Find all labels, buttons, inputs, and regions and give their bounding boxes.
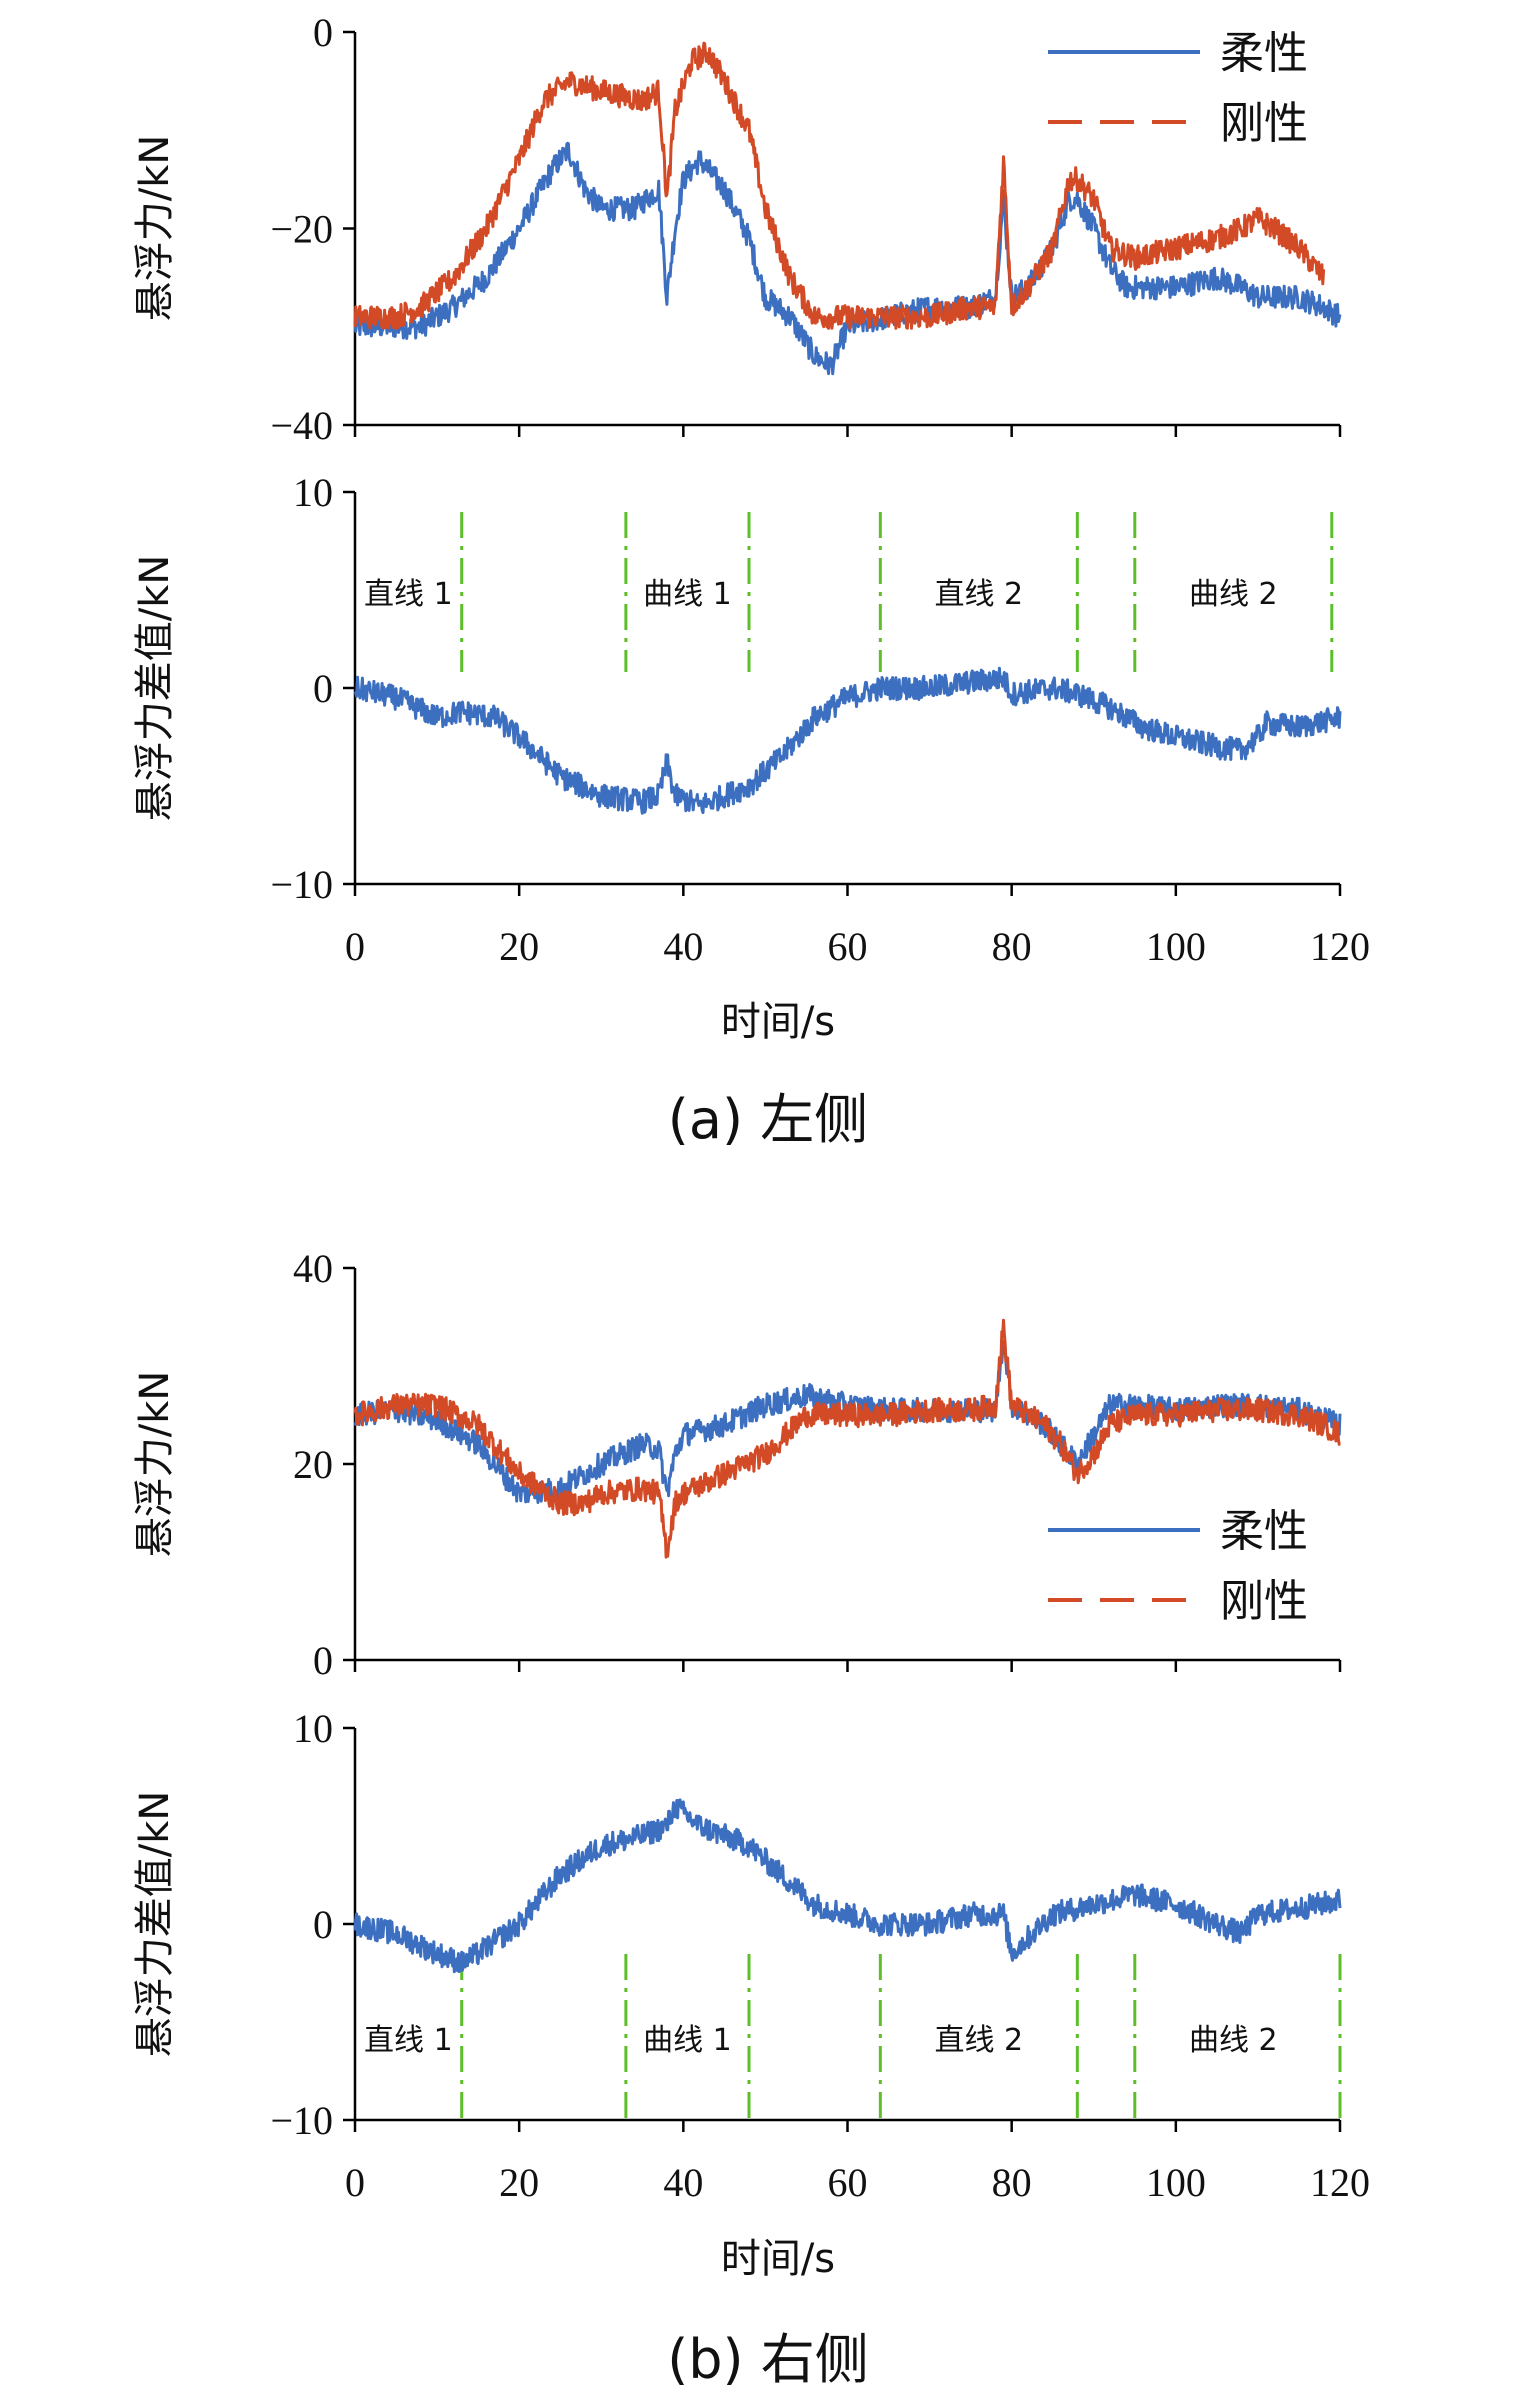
y-tick-label: 10 (293, 470, 333, 515)
y-tick-label: 0 (313, 1902, 333, 1947)
caption-a: (a) 左侧 (668, 1088, 868, 1151)
y-axis-title: 悬浮力/kN (132, 135, 178, 322)
x-tick-label: 60 (828, 2160, 868, 2205)
segment-label: 直线 2 (935, 2023, 1024, 2058)
x-axis-title-b: 时间/s (721, 2236, 835, 2282)
y-tick-label: 0 (313, 10, 333, 55)
legend-entry-label: 刚性 (1220, 1576, 1308, 1627)
x-tick-label: 100 (1146, 924, 1206, 969)
segment-label: 曲线 1 (643, 577, 732, 612)
legend-entry-label: 柔性 (1220, 28, 1308, 79)
y-tick-label: 20 (293, 1442, 333, 1487)
segment-label: 直线 1 (364, 2023, 453, 2058)
x-tick-label: 100 (1146, 2160, 1206, 2205)
series-flexible-line (353, 141, 1342, 376)
y-tick-label: 10 (293, 1706, 333, 1751)
x-tick-label: 0 (345, 2160, 365, 2205)
y-tick-label: −20 (270, 207, 333, 252)
x-tick-label: 80 (992, 924, 1032, 969)
x-tick-label: 80 (992, 2160, 1032, 2205)
x-axis-title-a: 时间/s (721, 999, 835, 1045)
series-flexible-line (353, 666, 1342, 815)
legend-entry-label: 柔性 (1220, 1506, 1308, 1557)
x-tick-label: 0 (345, 924, 365, 969)
series-flexible-line (353, 1798, 1342, 1974)
x-tick-label: 40 (663, 2160, 703, 2205)
segment-label: 曲线 2 (1189, 2023, 1278, 2058)
y-tick-label: −10 (270, 862, 333, 907)
y-tick-label: 40 (293, 1246, 333, 1291)
y-tick-label: −40 (270, 403, 333, 448)
y-tick-label: 0 (313, 666, 333, 711)
caption-b: (b) 右侧 (667, 2328, 869, 2391)
segment-label: 曲线 2 (1189, 577, 1278, 612)
y-tick-label: −10 (270, 2098, 333, 2143)
x-tick-label: 120 (1310, 924, 1370, 969)
x-tick-label: 20 (499, 924, 539, 969)
x-tick-label: 20 (499, 2160, 539, 2205)
series-rigid-line (353, 41, 1326, 330)
x-tick-label: 60 (828, 924, 868, 969)
legend-entry-label: 刚性 (1220, 98, 1308, 149)
y-axis-title: 悬浮力/kN (132, 1371, 178, 1558)
y-tick-label: 0 (313, 1638, 333, 1683)
segment-label: 直线 2 (935, 577, 1024, 612)
y-axis-title: 悬浮力差值/kN (132, 555, 178, 822)
x-tick-label: 40 (663, 924, 703, 969)
segment-label: 直线 1 (364, 577, 453, 612)
series-rigid-line (353, 1318, 1341, 1559)
x-tick-label: 120 (1310, 2160, 1370, 2205)
segment-label: 曲线 1 (643, 2023, 732, 2058)
y-axis-title: 悬浮力差值/kN (132, 1791, 178, 2058)
